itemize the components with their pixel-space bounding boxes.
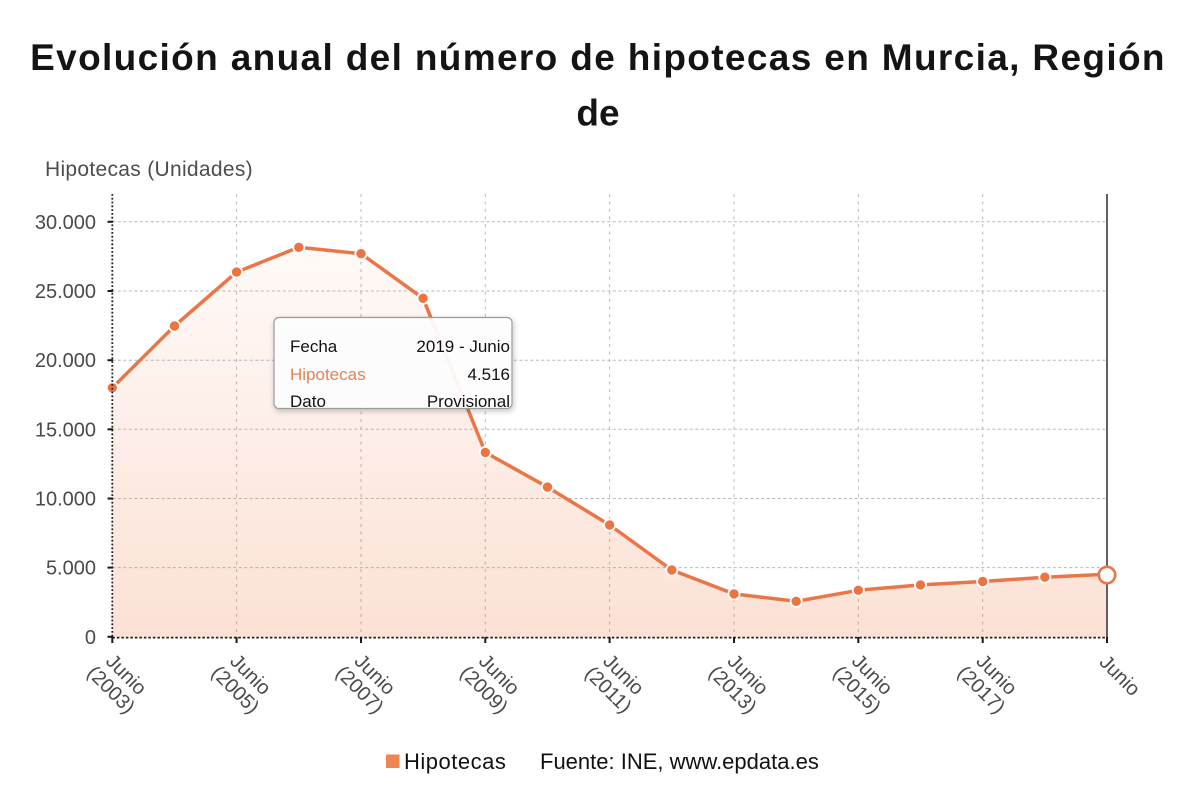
svg-text:Evolución anual del número de: Evolución anual del número de hipotecas … <box>30 37 1166 78</box>
svg-text:4.516: 4.516 <box>467 365 510 384</box>
svg-text:Junio: Junio <box>1095 651 1144 700</box>
svg-text:15.000: 15.000 <box>35 419 96 441</box>
svg-text:Provisional: Provisional <box>427 392 510 411</box>
svg-text:de: de <box>576 93 619 134</box>
svg-text:5.000: 5.000 <box>46 558 96 580</box>
svg-text:Fuente: INE, www.epdata.es: Fuente: INE, www.epdata.es <box>540 749 819 774</box>
svg-text:Hipotecas: Hipotecas <box>404 749 506 774</box>
svg-text:10.000: 10.000 <box>35 489 96 511</box>
svg-text:Fecha: Fecha <box>290 337 338 356</box>
svg-text:25.000: 25.000 <box>35 281 96 303</box>
svg-text:2019 - Junio: 2019 - Junio <box>416 337 510 356</box>
svg-text:Hipotecas (Unidades): Hipotecas (Unidades) <box>45 158 253 181</box>
svg-text:0: 0 <box>85 627 96 649</box>
svg-text:Hipotecas: Hipotecas <box>290 365 366 384</box>
svg-text:30.000: 30.000 <box>35 212 96 234</box>
svg-text:Dato: Dato <box>290 392 326 411</box>
svg-text:20.000: 20.000 <box>35 350 96 372</box>
